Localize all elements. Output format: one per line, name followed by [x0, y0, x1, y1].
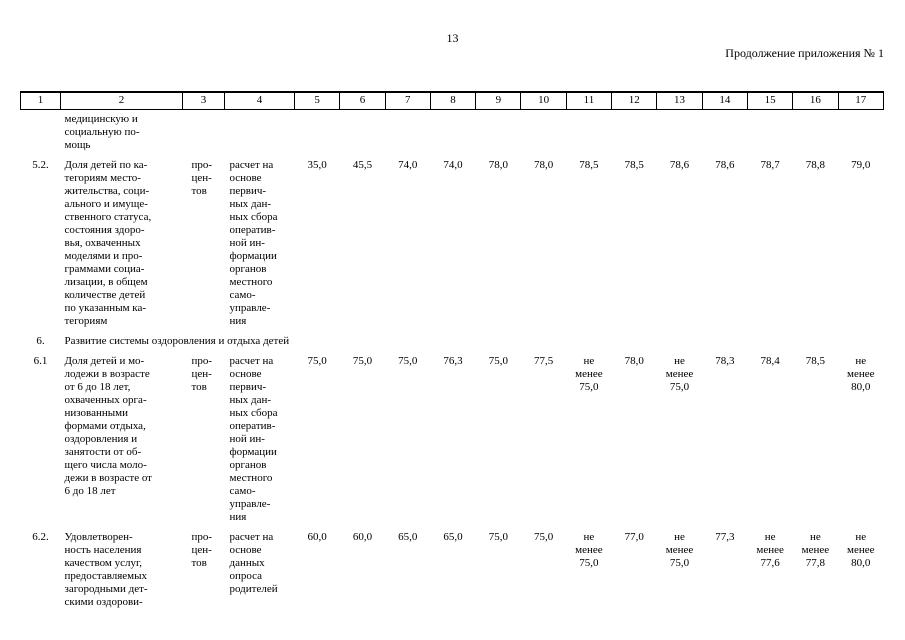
value-cell: 65,0 — [443, 531, 463, 543]
value-cell: 78,8 — [805, 159, 826, 171]
value-cell: 75,0 — [352, 355, 373, 367]
table-row: 6.1 Доля детей и мо- лодежи в возрасте от… — [21, 352, 884, 528]
column-number-header: 15 — [746, 91, 794, 110]
value-cell: 74,0 — [398, 159, 418, 171]
column-number-header: 4 — [224, 91, 295, 110]
column-number-header: 12 — [611, 91, 658, 110]
table-row: медицинскую и социальную по- мощь — [21, 110, 884, 157]
column-number-header: 14 — [701, 91, 748, 110]
column-number-header: 1 — [20, 91, 61, 110]
row-number-cell — [21, 110, 61, 157]
table-body: медицинскую и социальную по- мощь 5.2. Дол… — [21, 110, 884, 614]
value-cell: не менее 75,0 — [665, 531, 694, 569]
value-cell: не менее 75,0 — [575, 531, 603, 569]
value-cell: 78,5 — [805, 355, 826, 367]
name-cell: медицинскую и социальную по- мощь — [64, 113, 140, 151]
value-cell: не менее 80,0 — [847, 355, 875, 393]
row-number-cell: 6.1 — [33, 355, 48, 367]
name-cell: Доля детей и мо- лодежи в возрасте от 6 … — [64, 355, 153, 497]
column-number-header: 17 — [837, 91, 885, 110]
value-cell: 35,0 — [307, 159, 327, 171]
appendix-continuation-label: Продолжение приложения № 1 — [725, 46, 884, 60]
column-numbers-row: 1 2 3 4 5 6 7 8 9 10 11 12 13 14 15 16 17 — [20, 91, 885, 110]
value-cell: 78,6 — [669, 159, 690, 171]
column-number-header: 10 — [520, 91, 567, 110]
column-number-header: 8 — [429, 91, 477, 110]
value-cell: 78,5 — [579, 159, 599, 171]
value-cell: 78,0 — [488, 159, 508, 171]
column-number-header: 3 — [182, 91, 225, 110]
value-cell: 75,0 — [398, 355, 418, 367]
column-number-header: 6 — [339, 91, 386, 110]
value-cell: 78,7 — [760, 159, 780, 171]
value-cell: 74,0 — [443, 159, 463, 171]
name-cell: Удовлетворен- ность населения качеством … — [64, 531, 148, 608]
column-number-header: 11 — [565, 91, 613, 110]
value-cell: 77,0 — [624, 531, 644, 543]
row-number-cell: 6. — [36, 335, 45, 347]
value-cell: 78,5 — [624, 159, 644, 171]
table-row: 6.2. Удовлетворен- ность населения качест… — [21, 528, 884, 613]
value-cell: 78,6 — [715, 159, 735, 171]
method-cell — [225, 110, 295, 157]
unit-cell: про- цен- тов — [191, 531, 213, 569]
value-cell: 76,3 — [443, 355, 463, 367]
value-cell: 75,0 — [534, 531, 554, 543]
column-number-header: 2 — [60, 91, 183, 110]
value-cell: 79,0 — [851, 159, 871, 171]
value-cell: 65,0 — [398, 531, 418, 543]
value-cell: не менее 75,0 — [665, 355, 694, 393]
column-number-header: 9 — [475, 91, 522, 110]
page-number: 13 — [446, 31, 459, 45]
value-cell: 45,5 — [352, 159, 373, 171]
value-cell: не менее 80,0 — [847, 531, 875, 569]
unit-cell: про- цен- тов — [191, 159, 213, 197]
value-cell: 78,3 — [715, 355, 735, 367]
value-cell: 77,3 — [715, 531, 735, 543]
method-cell: расчет на основе данных опроса родителей — [229, 531, 278, 595]
value-cell: не менее 77,6 — [756, 531, 784, 569]
method-cell: расчет на основе первич- ных дан- ных сб… — [229, 159, 278, 327]
value-cell: 75,0 — [488, 355, 508, 367]
column-number-header: 16 — [792, 91, 839, 110]
value-cell: не менее 77,8 — [801, 531, 830, 569]
method-cell: расчет на основе первич- ных дан- ных сб… — [229, 355, 278, 523]
value-cell: 75,0 — [488, 531, 508, 543]
value-cell: 75,0 — [307, 355, 327, 367]
value-cell: 60,0 — [352, 531, 373, 543]
value-cell: 77,5 — [534, 355, 554, 367]
name-cell: Доля детей по ка- тегориям место- житель… — [64, 159, 152, 327]
column-number-header: 7 — [384, 91, 431, 110]
row-number-cell: 5.2. — [32, 159, 49, 171]
value-cell: не менее 75,0 — [575, 355, 603, 393]
value-cell: 78,0 — [534, 159, 554, 171]
unit-cell — [183, 110, 225, 157]
value-cell: 78,0 — [624, 355, 644, 367]
column-number-header: 13 — [656, 91, 703, 110]
row-number-cell: 6.2. — [32, 531, 49, 543]
unit-cell: про- цен- тов — [191, 355, 213, 393]
section-title-cell: Развитие системы оздоровления и отдыха д… — [64, 335, 290, 347]
indicators-table: 1 2 3 4 5 6 7 8 9 10 11 12 13 14 15 16 17 медицинскую и … — [20, 91, 885, 614]
value-cell: 78,4 — [760, 355, 780, 367]
section-row: 6. Развитие системы оздоровления и отдыха… — [21, 332, 884, 352]
value-cell: 60,0 — [307, 531, 327, 543]
column-number-header: 5 — [293, 91, 341, 110]
table-row: 5.2. Доля детей по ка- тегориям место- жи… — [21, 156, 884, 332]
